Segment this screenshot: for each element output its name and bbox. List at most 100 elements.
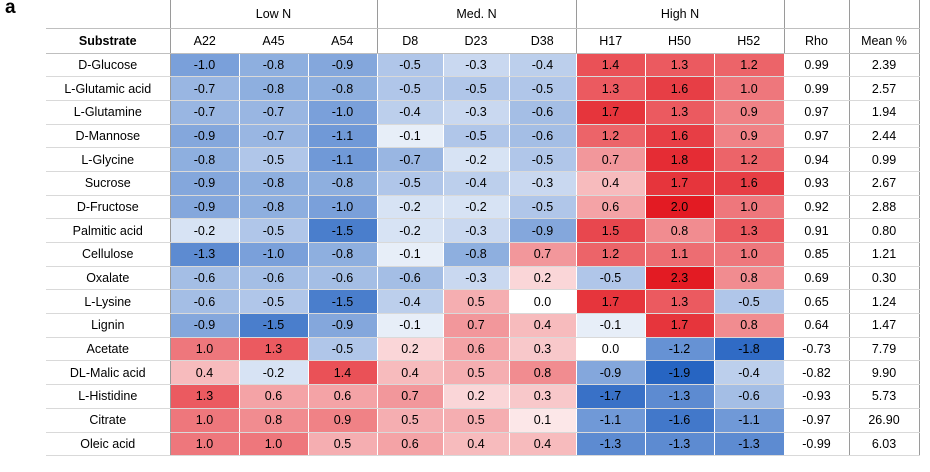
heatmap-cell: 1.0 xyxy=(170,432,240,457)
heatmap-cell: -0.2 xyxy=(377,195,444,220)
heatmap-cell: -0.3 xyxy=(443,53,510,78)
heatmap-cell: -0.5 xyxy=(377,76,444,101)
table-row: L-Histidine 1.3 0.6 0.6 0.7 0.2 0.3 -1.7 -1.3 -0.… xyxy=(46,384,920,409)
rho-value: 0.64 xyxy=(784,313,850,338)
table-row: Acetate 1.0 1.3 -0.5 0.2 0.6 0.3 0.0 -1.2 -1.8 -0.… xyxy=(46,337,920,362)
heatmap-cell: 0.6 xyxy=(239,384,309,409)
heatmap-cell: -0.5 xyxy=(443,124,510,149)
heatmap-cell: -0.4 xyxy=(377,100,444,125)
heatmap-cell: -1.1 xyxy=(308,147,378,172)
substrate-label: D-Glucose xyxy=(46,53,171,78)
heatmap-cell: 1.2 xyxy=(576,124,646,149)
rho-value: 0.97 xyxy=(784,124,850,149)
mean-percent-value: 1.24 xyxy=(849,289,920,315)
column-header: H52 xyxy=(714,28,785,54)
heatmap-cell: 1.2 xyxy=(714,147,785,172)
heatmap-cell: -0.9 xyxy=(576,360,646,386)
heatmap-cell: -1.1 xyxy=(576,408,646,433)
heatmap-cell: -0.1 xyxy=(377,313,444,338)
heatmap-cell: -0.6 xyxy=(170,266,240,291)
heatmap-cell: -0.5 xyxy=(576,266,646,291)
heatmap-cell: 2.3 xyxy=(645,266,715,291)
substrate-label: L-Histidine xyxy=(46,384,171,409)
heatmap-cell: -0.7 xyxy=(239,100,309,125)
heatmap-cell: 0.2 xyxy=(509,266,577,291)
heatmap-cell: 0.4 xyxy=(377,360,444,386)
heatmap-cell: 0.4 xyxy=(576,171,646,196)
heatmap-cell: 0.5 xyxy=(377,408,444,433)
heatmap-cell: 1.0 xyxy=(714,195,785,220)
heatmap-cell: -0.3 xyxy=(443,218,510,243)
heatmap-cell: 1.3 xyxy=(645,289,715,315)
heatmap-cell: -0.7 xyxy=(239,124,309,149)
mean-percent-value: 2.44 xyxy=(849,124,920,149)
column-header: H17 xyxy=(576,28,645,54)
heatmap-cell: -1.5 xyxy=(239,313,309,338)
heatmap-cell: 1.0 xyxy=(170,337,240,362)
heatmap-cell: -1.3 xyxy=(576,432,646,457)
heatmap-cell: 0.5 xyxy=(443,360,510,386)
heatmap-cell: 1.5 xyxy=(576,218,646,243)
heatmap-cell: -0.3 xyxy=(443,100,510,125)
heatmap-cell: -1.0 xyxy=(170,53,240,78)
heatmap-cell: -0.6 xyxy=(509,124,577,149)
heatmap-cell: 0.8 xyxy=(239,408,309,433)
rho-value: 0.91 xyxy=(784,218,850,243)
heatmap-cell: -0.2 xyxy=(443,147,510,172)
column-header: H50 xyxy=(645,28,714,54)
heatmap-cell: -1.3 xyxy=(714,432,785,457)
table-row: Oxalate -0.6 -0.6 -0.6 -0.6 -0.3 0.2 -0.5 2.3 0.8… xyxy=(46,266,920,291)
rho-value: -0.82 xyxy=(784,360,850,386)
heatmap-cell: -0.2 xyxy=(170,218,240,243)
heatmap-cell: -0.5 xyxy=(443,76,510,101)
mean-percent-value: 0.30 xyxy=(849,266,920,291)
heatmap-cell: 0.6 xyxy=(308,384,378,409)
heatmap-cell: 0.8 xyxy=(645,218,715,243)
heatmap-cell: -0.7 xyxy=(170,76,240,101)
table-row: D-Fructose -0.9 -0.8 -1.0 -0.2 -0.2 -0.5 0.6 2.0… xyxy=(46,195,920,220)
substrate-label: Oleic acid xyxy=(46,432,171,457)
heatmap-cell: -0.8 xyxy=(443,242,510,267)
heatmap-cell: 1.1 xyxy=(645,242,715,267)
substrate-label: D-Fructose xyxy=(46,195,171,220)
column-header: A54 xyxy=(308,28,378,54)
heatmap-cell: 1.3 xyxy=(645,100,715,125)
rho-value: 0.94 xyxy=(784,147,850,172)
heatmap-cell: -0.3 xyxy=(443,266,510,291)
heatmap-cell: 1.2 xyxy=(576,242,646,267)
substrate-label: Oxalate xyxy=(46,266,171,291)
group-header: High N xyxy=(576,0,785,29)
heatmap-cell: -0.9 xyxy=(170,195,240,220)
heatmap-cell: -0.8 xyxy=(308,242,378,267)
heatmap-cell: 1.8 xyxy=(645,147,715,172)
heatmap-table: Low N Med. N High N Substrate A22 A45 A54 D8 D23… xyxy=(46,0,920,457)
heatmap-cell: 0.4 xyxy=(170,360,240,386)
heatmap-cell: -0.8 xyxy=(308,171,378,196)
heatmap-cell: 0.8 xyxy=(714,313,785,338)
substrate-label: L-Glutamic acid xyxy=(46,76,171,101)
heatmap-cell: -0.8 xyxy=(239,195,309,220)
heatmap-cell: -0.4 xyxy=(714,360,785,386)
heatmap-cell: 0.7 xyxy=(377,384,444,409)
column-header-row: Substrate A22 A45 A54 D8 D23 D38 H17 H50 H52 Rho Me… xyxy=(46,28,920,54)
heatmap-cell: -0.4 xyxy=(509,53,577,78)
group-header: Med. N xyxy=(377,0,577,29)
heatmap-cell: 0.9 xyxy=(308,408,378,433)
heatmap-cell: -0.2 xyxy=(443,195,510,220)
heatmap-cell: -1.1 xyxy=(308,124,378,149)
rho-value: 0.65 xyxy=(784,289,850,315)
heatmap-cell: 1.7 xyxy=(645,313,715,338)
heatmap-cell: 0.0 xyxy=(509,289,577,315)
substrate-label: L-Glutamine xyxy=(46,100,171,125)
heatmap-cell: 1.3 xyxy=(170,384,240,409)
heatmap-cell: 0.4 xyxy=(509,313,577,338)
rho-value: 0.97 xyxy=(784,100,850,125)
column-header: A22 xyxy=(170,28,239,54)
heatmap-cell: 0.4 xyxy=(509,432,577,457)
heatmap-cell: -1.9 xyxy=(645,360,715,386)
heatmap-cell: 0.9 xyxy=(714,100,785,125)
heatmap-cell: 0.0 xyxy=(576,337,646,362)
heatmap-cell: 1.2 xyxy=(714,53,785,78)
column-header: D23 xyxy=(443,28,509,54)
mean-percent-value: 2.57 xyxy=(849,76,920,101)
